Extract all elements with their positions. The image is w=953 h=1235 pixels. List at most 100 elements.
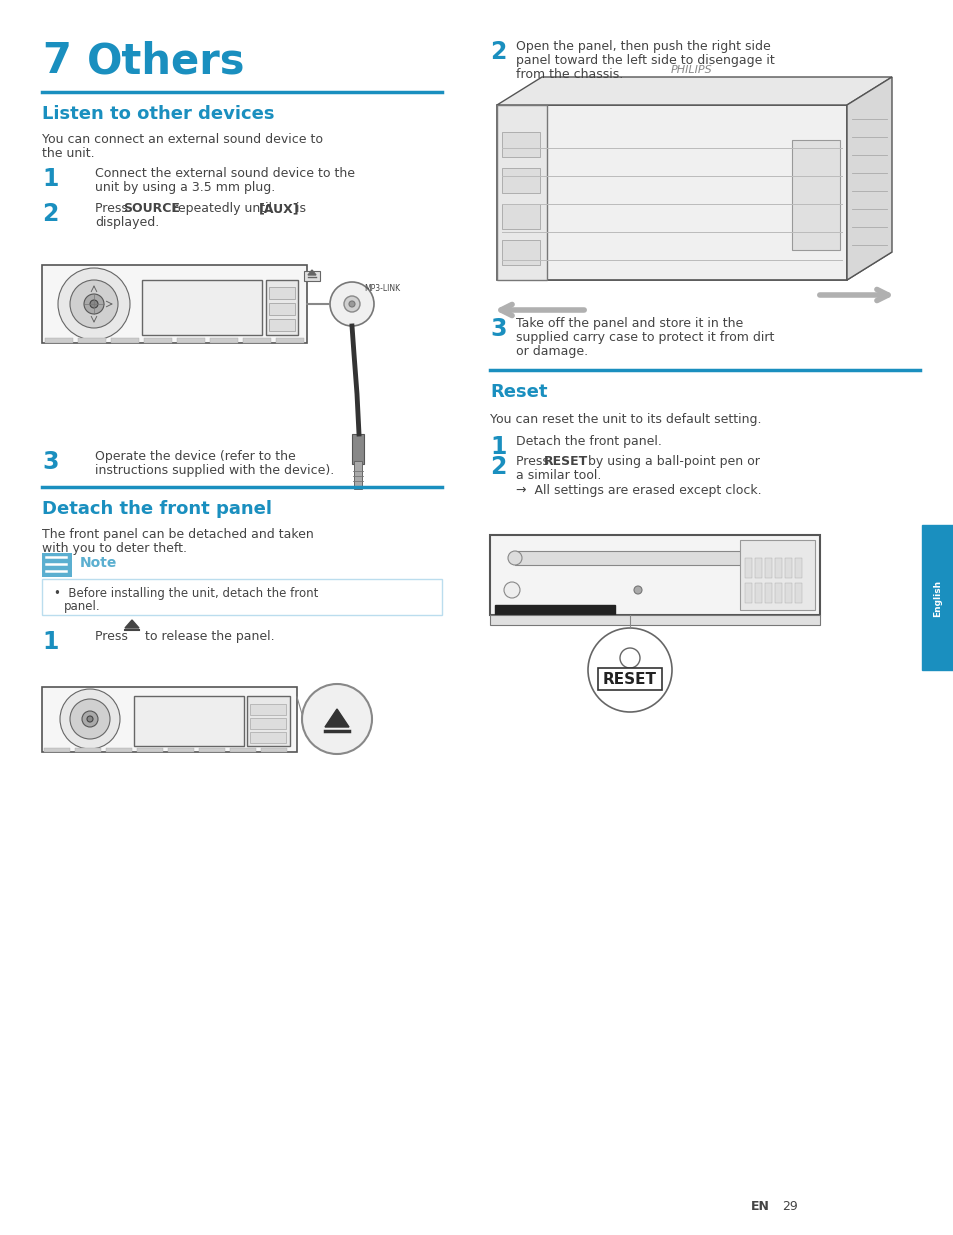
Polygon shape bbox=[497, 252, 891, 280]
Bar bbox=[740, 540, 814, 610]
Text: unit by using a 3.5 mm plug.: unit by using a 3.5 mm plug. bbox=[95, 182, 275, 194]
Text: 3: 3 bbox=[490, 317, 506, 341]
Text: panel toward the left side to disengage it: panel toward the left side to disengage … bbox=[516, 54, 774, 67]
Text: Detach the front panel: Detach the front panel bbox=[42, 500, 272, 517]
Bar bbox=[921, 525, 953, 671]
Text: the unit.: the unit. bbox=[42, 147, 94, 161]
Bar bbox=[269, 303, 294, 315]
Circle shape bbox=[349, 301, 355, 308]
Text: Press: Press bbox=[516, 454, 553, 468]
Text: by using a ball-point pen or: by using a ball-point pen or bbox=[583, 454, 760, 468]
Bar bbox=[490, 615, 820, 625]
Bar bbox=[497, 105, 546, 280]
Circle shape bbox=[70, 699, 110, 739]
Bar bbox=[774, 583, 781, 603]
Text: 3: 3 bbox=[42, 450, 58, 474]
Bar bbox=[764, 558, 771, 578]
Bar bbox=[142, 280, 262, 335]
Bar bbox=[352, 433, 364, 464]
Polygon shape bbox=[325, 709, 349, 727]
Text: [AUX]: [AUX] bbox=[258, 203, 299, 215]
Text: 1: 1 bbox=[490, 435, 506, 459]
Bar bbox=[266, 280, 297, 335]
Bar bbox=[744, 558, 751, 578]
Bar bbox=[501, 204, 539, 228]
Text: 1: 1 bbox=[42, 167, 58, 191]
Bar bbox=[497, 105, 846, 280]
Bar bbox=[230, 748, 255, 752]
Bar bbox=[247, 697, 290, 746]
Bar bbox=[764, 583, 771, 603]
Text: from the chassis.: from the chassis. bbox=[516, 68, 622, 82]
Text: RESET: RESET bbox=[543, 454, 588, 468]
Text: Detach the front panel.: Detach the front panel. bbox=[516, 435, 661, 448]
Circle shape bbox=[58, 268, 130, 340]
Bar bbox=[177, 338, 205, 343]
Circle shape bbox=[84, 294, 104, 314]
Bar bbox=[243, 338, 271, 343]
Text: displayed.: displayed. bbox=[95, 216, 159, 228]
Bar bbox=[501, 168, 539, 193]
Bar bbox=[354, 461, 361, 489]
Bar bbox=[275, 338, 304, 343]
Text: Note: Note bbox=[80, 556, 117, 571]
Text: 7: 7 bbox=[42, 40, 71, 82]
Text: a similar tool.: a similar tool. bbox=[516, 469, 600, 482]
Text: Press: Press bbox=[95, 203, 132, 215]
Bar bbox=[44, 748, 70, 752]
Circle shape bbox=[87, 716, 92, 722]
Bar bbox=[794, 583, 801, 603]
Circle shape bbox=[587, 629, 671, 713]
Bar bbox=[45, 338, 73, 343]
Bar bbox=[168, 748, 193, 752]
Text: Press: Press bbox=[95, 630, 132, 643]
Circle shape bbox=[503, 582, 519, 598]
Bar bbox=[501, 132, 539, 157]
Text: You can connect an external sound device to: You can connect an external sound device… bbox=[42, 133, 323, 146]
Bar bbox=[42, 553, 71, 577]
Text: Open the panel, then push the right side: Open the panel, then push the right side bbox=[516, 40, 770, 53]
Text: Reset: Reset bbox=[490, 383, 547, 401]
Bar bbox=[515, 551, 764, 564]
Bar bbox=[754, 558, 761, 578]
Text: with you to deter theft.: with you to deter theft. bbox=[42, 542, 187, 555]
Text: RESET: RESET bbox=[602, 672, 657, 687]
Text: supplied carry case to protect it from dirt: supplied carry case to protect it from d… bbox=[516, 331, 774, 345]
Text: Take off the panel and store it in the: Take off the panel and store it in the bbox=[516, 317, 742, 330]
Bar bbox=[784, 558, 791, 578]
Bar bbox=[42, 687, 296, 752]
Bar bbox=[250, 704, 286, 715]
Circle shape bbox=[60, 689, 120, 748]
Circle shape bbox=[330, 282, 374, 326]
Bar bbox=[791, 140, 840, 249]
Text: SOURCE: SOURCE bbox=[123, 203, 180, 215]
Circle shape bbox=[344, 296, 359, 312]
Bar bbox=[744, 583, 751, 603]
Text: 2: 2 bbox=[490, 40, 506, 64]
Bar bbox=[490, 535, 820, 615]
Bar bbox=[250, 718, 286, 729]
Text: or damage.: or damage. bbox=[516, 345, 587, 358]
Bar bbox=[261, 748, 287, 752]
Bar bbox=[42, 266, 307, 343]
Text: instructions supplied with the device).: instructions supplied with the device). bbox=[95, 464, 334, 477]
Circle shape bbox=[507, 551, 521, 564]
Text: Operate the device (refer to the: Operate the device (refer to the bbox=[95, 450, 295, 463]
Text: EN: EN bbox=[750, 1200, 769, 1213]
Bar bbox=[495, 605, 615, 615]
Text: Others: Others bbox=[87, 40, 245, 82]
Circle shape bbox=[82, 711, 98, 727]
Bar bbox=[210, 338, 237, 343]
Text: The front panel can be detached and taken: The front panel can be detached and take… bbox=[42, 529, 314, 541]
Text: Connect the external sound device to the: Connect the external sound device to the bbox=[95, 167, 355, 180]
Bar bbox=[133, 697, 244, 746]
Circle shape bbox=[302, 684, 372, 755]
Text: 2: 2 bbox=[42, 203, 58, 226]
Bar bbox=[137, 748, 163, 752]
Text: 2: 2 bbox=[490, 454, 506, 479]
Circle shape bbox=[634, 585, 641, 594]
Text: repeatedly until: repeatedly until bbox=[169, 203, 275, 215]
Circle shape bbox=[90, 300, 98, 308]
Text: You can reset the unit to its default setting.: You can reset the unit to its default se… bbox=[490, 412, 760, 426]
Polygon shape bbox=[497, 77, 891, 105]
